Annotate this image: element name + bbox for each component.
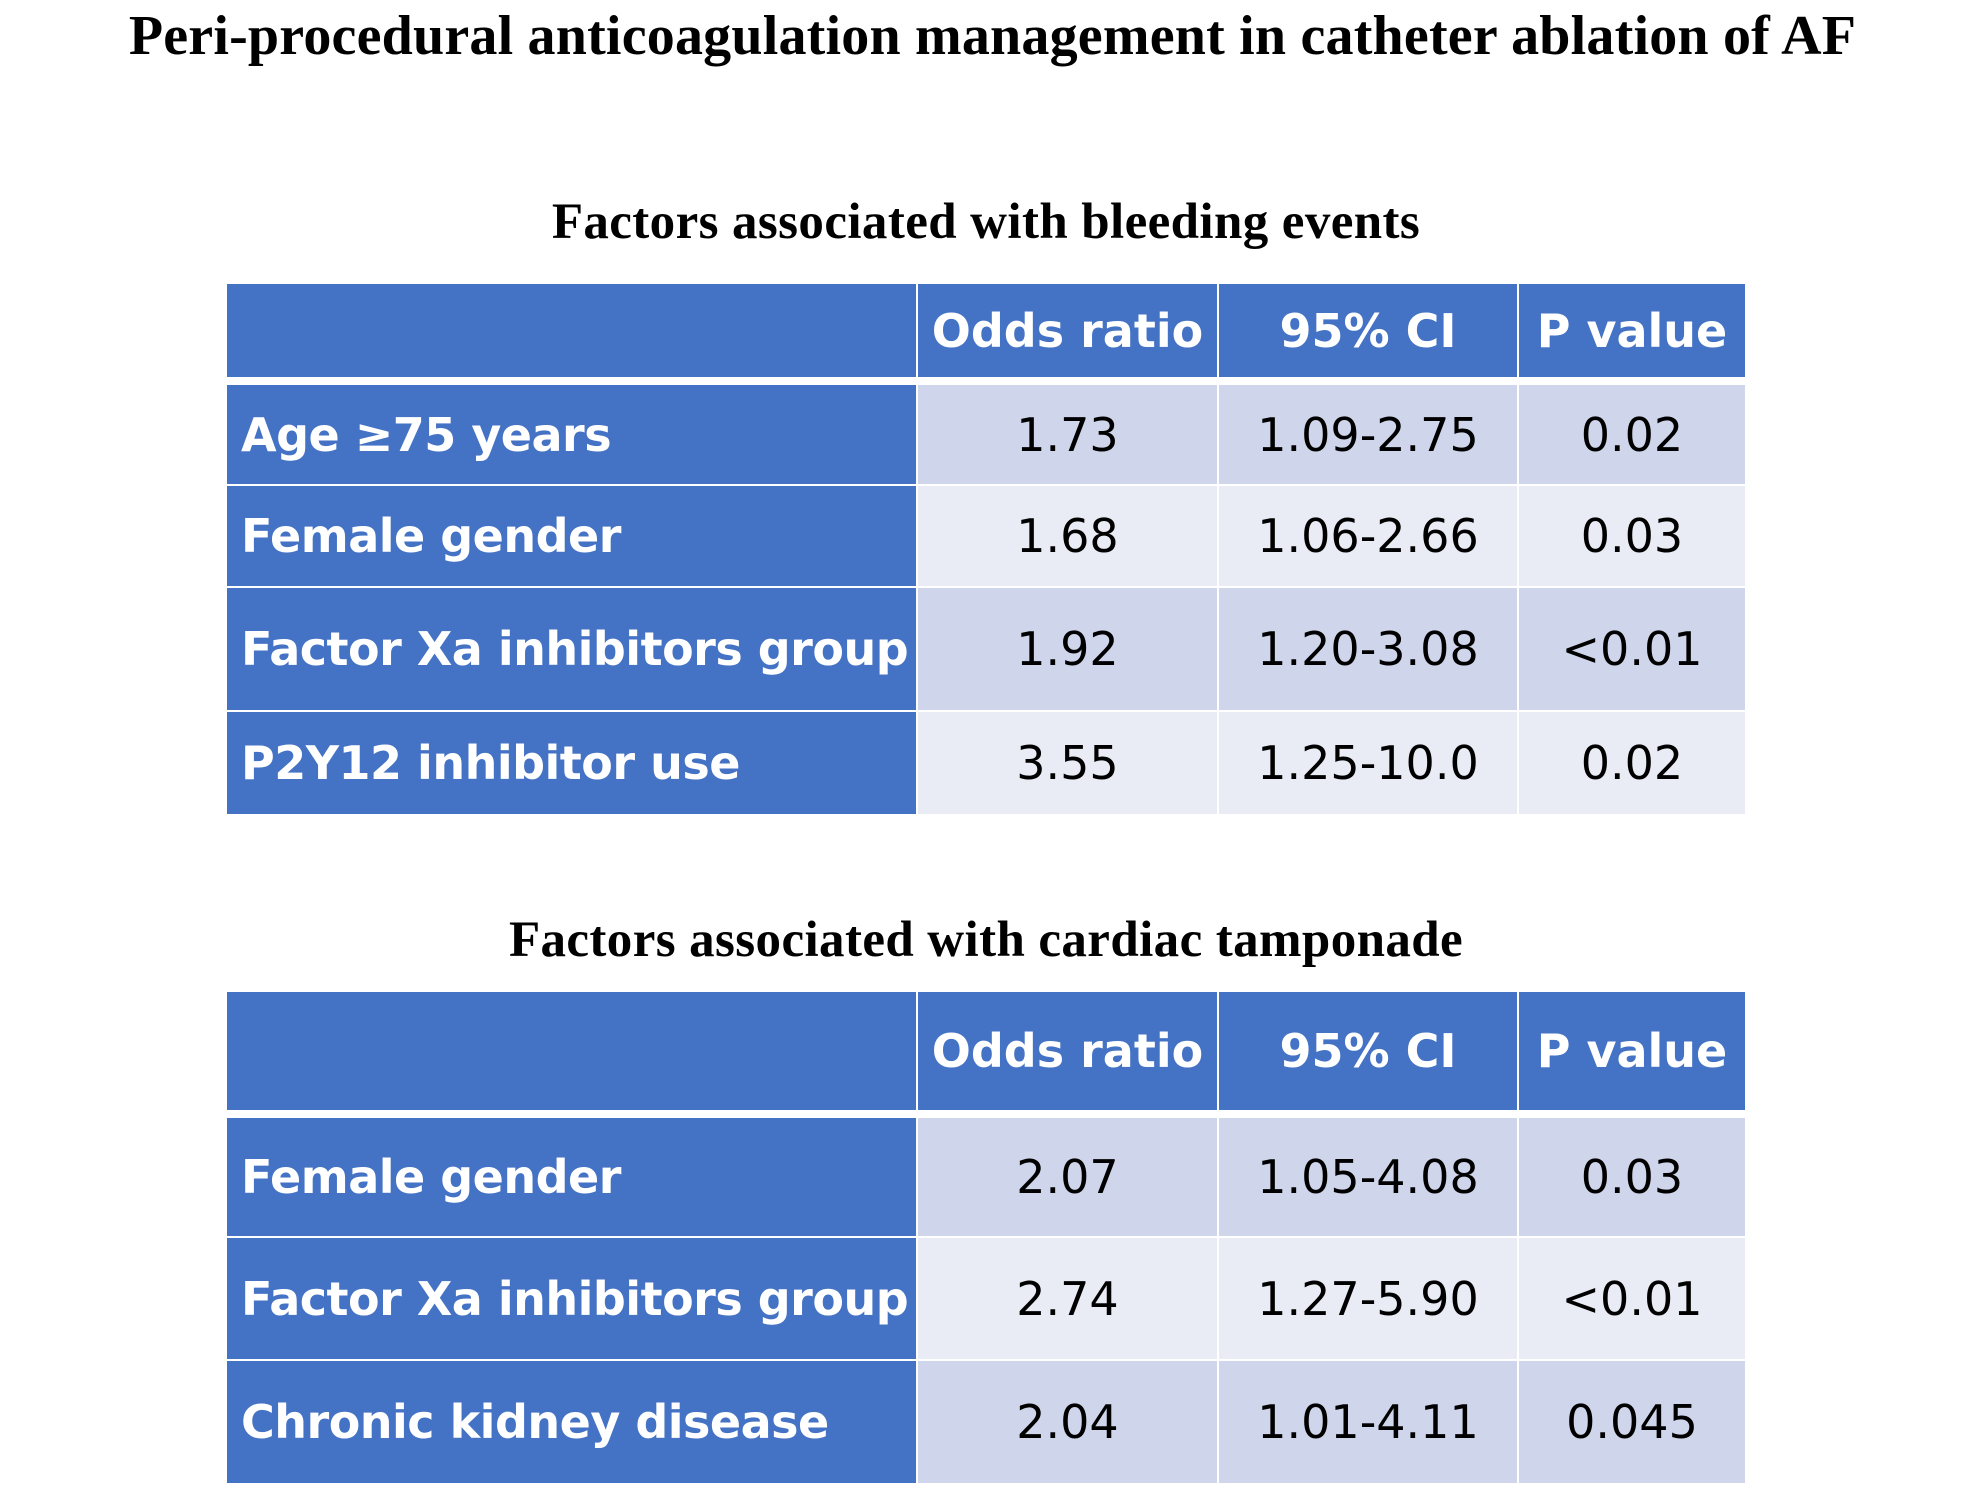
p-value-cell: <0.01 [1517, 1236, 1745, 1361]
ci-cell: 1.25-10.0 [1217, 710, 1519, 814]
bleeding-table-title: Factors associated with bleeding events [551, 194, 1421, 250]
table-row: Female gender 2.07 1.05-4.08 0.03 [227, 1113, 1745, 1238]
factor-cell: Female gender [227, 484, 918, 588]
ci-cell: 1.05-4.08 [1217, 1113, 1519, 1238]
table-row: Factor Xa inhibitors group 1.92 1.20-3.0… [227, 586, 1745, 712]
table-row: Chronic kidney disease 2.04 1.01-4.11 0.… [227, 1359, 1745, 1483]
ci-cell: 1.09-2.75 [1217, 380, 1519, 486]
bleeding-events-table: Odds ratio 95% CI P value Age ≥75 years … [227, 284, 1745, 814]
ci-cell: 1.20-3.08 [1217, 586, 1519, 712]
odds-ratio-column-header: Odds ratio [916, 284, 1219, 385]
odds-ratio-cell: 2.07 [916, 1113, 1219, 1238]
odds-ratio-cell: 1.73 [916, 380, 1219, 486]
p-value-column-header: P value [1517, 284, 1745, 385]
table-row: P2Y12 inhibitor use 3.55 1.25-10.0 0.02 [227, 710, 1745, 814]
factor-cell: P2Y12 inhibitor use [227, 710, 918, 814]
cardiac-tamponade-table: Odds ratio 95% CI P value Female gender … [227, 992, 1745, 1483]
table-row: Female gender 1.68 1.06-2.66 0.03 [227, 484, 1745, 588]
p-value-cell: 0.02 [1517, 380, 1745, 486]
ci-cell: 1.27-5.90 [1217, 1236, 1519, 1361]
ci-column-header: 95% CI [1217, 284, 1519, 385]
p-value-cell: <0.01 [1517, 586, 1745, 712]
odds-ratio-cell: 2.74 [916, 1236, 1219, 1361]
odds-ratio-cell: 2.04 [916, 1359, 1219, 1483]
table-row: Age ≥75 years 1.73 1.09-2.75 0.02 [227, 380, 1745, 486]
table-header-row: Odds ratio 95% CI P value [227, 992, 1745, 1118]
ci-column-header: 95% CI [1217, 992, 1519, 1118]
tamponade-table-title: Factors associated with cardiac tamponad… [508, 912, 1464, 968]
page-title: Peri-procedural anticoagulation manageme… [128, 5, 1857, 67]
p-value-cell: 0.045 [1517, 1359, 1745, 1483]
table-header-row: Odds ratio 95% CI P value [227, 284, 1745, 385]
odds-ratio-cell: 3.55 [916, 710, 1219, 814]
odds-ratio-cell: 1.68 [916, 484, 1219, 588]
ci-cell: 1.06-2.66 [1217, 484, 1519, 588]
factor-cell: Chronic kidney disease [227, 1359, 918, 1483]
table-row: Factor Xa inhibitors group 2.74 1.27-5.9… [227, 1236, 1745, 1361]
factor-column-header [227, 992, 918, 1118]
ci-cell: 1.01-4.11 [1217, 1359, 1519, 1483]
p-value-cell: 0.02 [1517, 710, 1745, 814]
factor-cell: Age ≥75 years [227, 381, 918, 486]
odds-ratio-column-header: Odds ratio [916, 992, 1219, 1118]
factor-cell: Factor Xa inhibitors group [227, 1236, 918, 1361]
factor-cell: Factor Xa inhibitors group [227, 586, 918, 712]
factor-cell: Female gender [227, 1114, 918, 1238]
p-value-column-header: P value [1517, 992, 1745, 1118]
p-value-cell: 0.03 [1517, 1113, 1745, 1238]
p-value-cell: 0.03 [1517, 484, 1745, 588]
odds-ratio-cell: 1.92 [916, 586, 1219, 712]
factor-column-header [227, 284, 918, 385]
